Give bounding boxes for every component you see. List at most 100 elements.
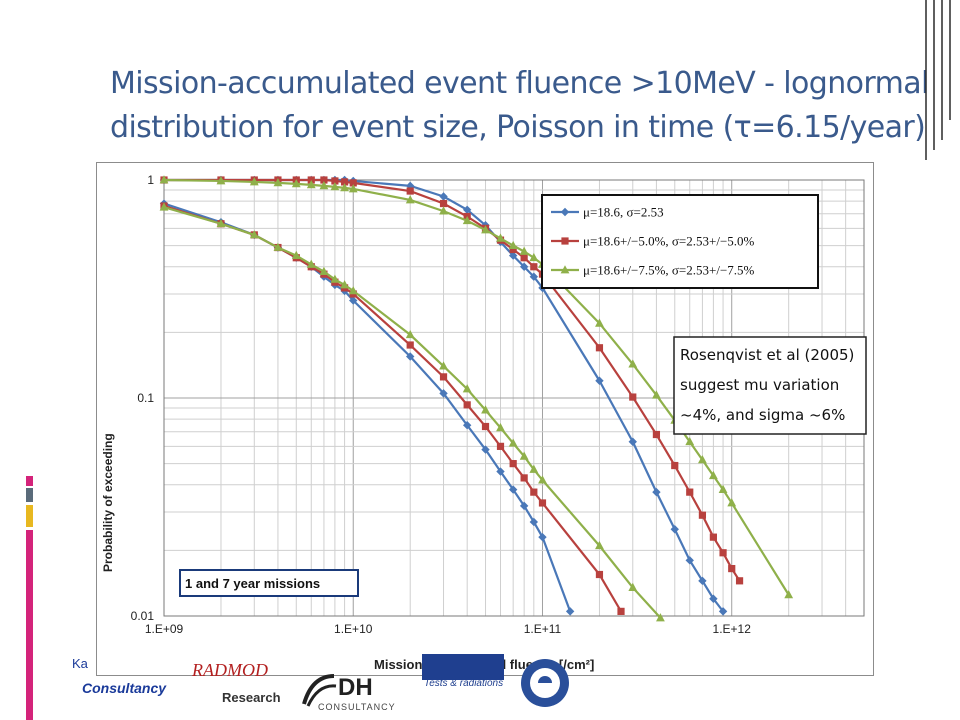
data-point bbox=[530, 263, 538, 271]
data-point bbox=[481, 422, 490, 431]
data-point bbox=[538, 532, 547, 542]
data-point bbox=[519, 501, 529, 511]
data-point bbox=[656, 613, 665, 622]
data-point bbox=[406, 181, 415, 191]
series-2 bbox=[159, 202, 665, 622]
data-point bbox=[405, 329, 415, 339]
tick-labels: 1.E+09 1.E+10 1.E+11 1.E+12 1 0.1 0.01 bbox=[131, 173, 752, 636]
data-point bbox=[708, 470, 718, 480]
data-point bbox=[617, 607, 625, 615]
slide-title: Mission-accumulated event fluence >10MeV… bbox=[110, 62, 930, 150]
data-point bbox=[439, 373, 448, 381]
fluence-chart: 1.E+09 1.E+10 1.E+11 1.E+12 1 0.1 0.01 Probabi… bbox=[96, 162, 874, 676]
data-point bbox=[405, 195, 415, 204]
data-point bbox=[291, 250, 301, 259]
series-5 bbox=[159, 175, 794, 599]
annotation-line-2: suggest mu variation bbox=[680, 376, 839, 394]
data-point bbox=[735, 577, 744, 585]
x-tick-label: 1.E+11 bbox=[524, 622, 562, 636]
annotation-line-1: Rosenqvist et al (2005) bbox=[680, 346, 854, 364]
series-layer bbox=[159, 175, 794, 622]
data-point bbox=[273, 242, 283, 251]
annotation-line-3: ~4%, and sigma ~6% bbox=[680, 406, 845, 424]
data-point bbox=[595, 540, 604, 550]
data-point bbox=[306, 259, 316, 268]
dh-logo-icon bbox=[302, 674, 337, 707]
y-tick-label: 1 bbox=[147, 173, 154, 187]
data-point bbox=[628, 359, 638, 368]
data-point bbox=[439, 389, 448, 398]
data-point bbox=[463, 401, 471, 409]
data-point bbox=[628, 582, 638, 591]
data-point bbox=[538, 475, 547, 484]
data-point bbox=[439, 206, 448, 215]
data-point bbox=[439, 192, 448, 201]
legend-label: μ=18.6, σ=2.53 bbox=[583, 205, 664, 220]
data-point bbox=[718, 607, 728, 616]
data-point bbox=[496, 442, 505, 450]
data-point bbox=[538, 499, 547, 507]
data-point bbox=[685, 436, 695, 446]
y-tick-label: 0.1 bbox=[137, 391, 154, 405]
data-point bbox=[529, 464, 539, 473]
data-point bbox=[671, 461, 679, 470]
data-point bbox=[628, 437, 637, 446]
data-point bbox=[496, 467, 505, 476]
trad-logo-subtext: Tests & radiations bbox=[424, 678, 504, 689]
mission-label-box: 1 and 7 year missions bbox=[179, 569, 359, 597]
data-point bbox=[330, 274, 340, 283]
data-point bbox=[406, 187, 414, 195]
accent-bar-magenta-long bbox=[26, 530, 33, 720]
data-point bbox=[508, 240, 518, 250]
data-point bbox=[728, 564, 736, 573]
data-point bbox=[406, 352, 415, 361]
data-point bbox=[481, 445, 490, 454]
data-point bbox=[652, 430, 661, 439]
data-point bbox=[319, 266, 329, 276]
legend-box bbox=[541, 194, 819, 289]
data-point bbox=[698, 455, 707, 464]
data-point bbox=[508, 438, 518, 447]
data-point bbox=[406, 341, 414, 349]
data-point bbox=[520, 474, 528, 482]
agency-logo-icon bbox=[521, 659, 569, 707]
x-tick-label: 1.E+10 bbox=[334, 622, 373, 636]
data-point bbox=[349, 296, 358, 305]
data-point bbox=[340, 178, 349, 186]
data-point bbox=[481, 405, 490, 414]
data-point bbox=[727, 498, 737, 507]
data-point bbox=[348, 184, 358, 193]
data-point bbox=[462, 384, 472, 393]
accent-bar-gold bbox=[26, 505, 33, 527]
legend-swatch-marker bbox=[560, 265, 570, 274]
radmod-logo-text: RADMOD bbox=[192, 660, 268, 680]
data-point bbox=[462, 215, 472, 225]
data-point bbox=[519, 262, 529, 271]
data-point bbox=[530, 488, 538, 496]
data-point bbox=[496, 233, 505, 242]
data-point bbox=[216, 176, 226, 185]
data-point bbox=[319, 181, 329, 190]
annotation-box: Rosenqvist et al (2005) suggest mu varia… bbox=[673, 336, 867, 435]
data-point bbox=[340, 183, 349, 192]
legend-label: μ=18.6+/−5.0%, σ=2.53+/−5.0% bbox=[583, 234, 755, 249]
data-point bbox=[519, 246, 529, 255]
y-axis-label: Probability of exceeding bbox=[101, 433, 115, 572]
data-point bbox=[509, 460, 517, 468]
data-point bbox=[595, 344, 604, 352]
data-point bbox=[698, 511, 707, 519]
data-point bbox=[481, 225, 490, 234]
y-tick-label: 0.01 bbox=[131, 609, 155, 623]
data-point bbox=[529, 252, 539, 262]
data-point bbox=[349, 179, 357, 187]
legend-label: μ=18.6+/−7.5%, σ=2.53+/−7.5% bbox=[583, 263, 755, 278]
data-point bbox=[320, 176, 328, 184]
data-point bbox=[629, 393, 637, 401]
data-point bbox=[439, 361, 448, 370]
data-point bbox=[509, 245, 517, 254]
title-line-1: Mission-accumulated event fluence >10MeV… bbox=[110, 66, 929, 101]
research-logo-text: Research bbox=[222, 690, 281, 705]
legend: μ=18.6, σ=2.53 μ=18.6+/−5.0%, σ=2.53+/−5.… bbox=[541, 194, 819, 289]
mission-label: 1 and 7 year missions bbox=[185, 576, 320, 591]
data-point bbox=[307, 176, 315, 184]
